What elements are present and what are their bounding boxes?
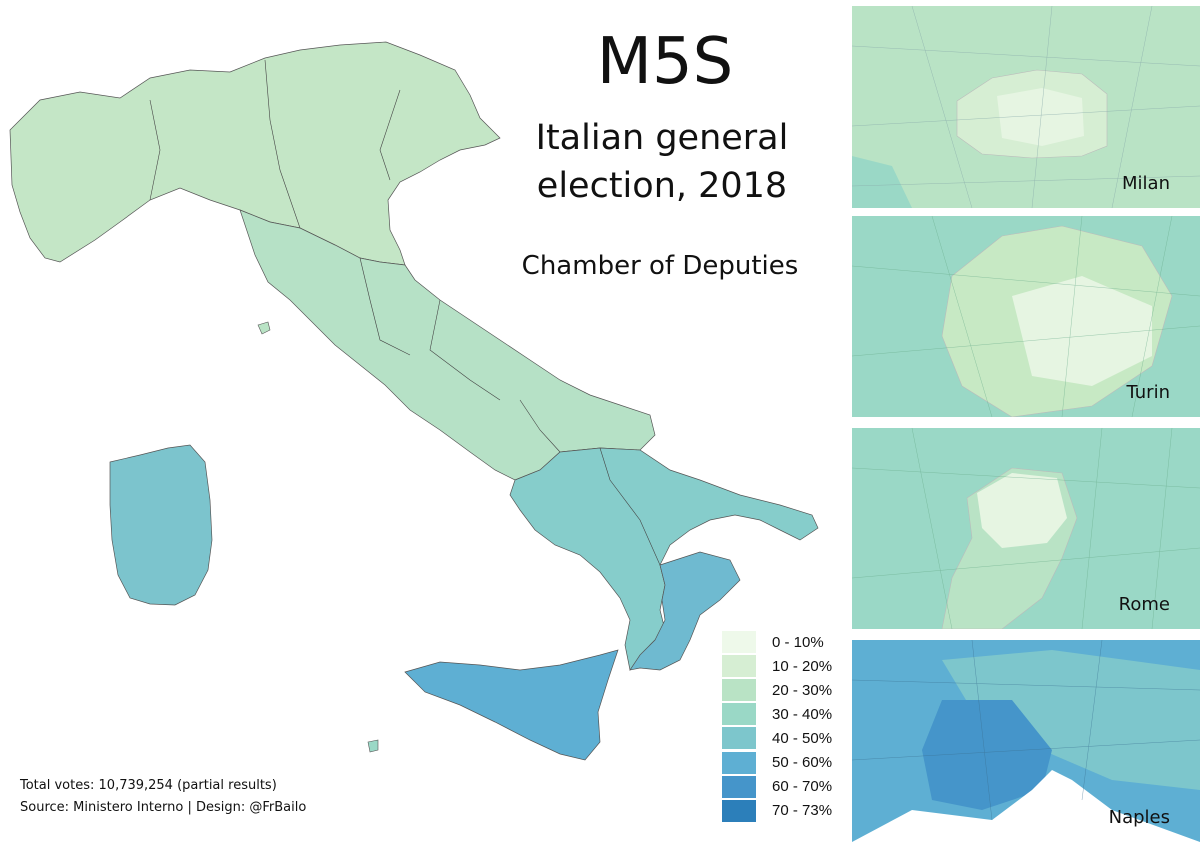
legend-item: 0 - 10% bbox=[722, 630, 842, 654]
inset-core-area bbox=[942, 650, 1200, 790]
inset-boundary-lines bbox=[852, 6, 1200, 208]
inset-boundary-lines bbox=[852, 640, 1200, 821]
subtitle-line-1: Italian general bbox=[535, 118, 789, 158]
legend-swatch bbox=[722, 631, 756, 654]
inset-milan: Milan bbox=[852, 6, 1200, 208]
italy-map-svg bbox=[9, 41, 819, 761]
inset-sea-area bbox=[852, 770, 1200, 842]
inset-label-milan: Milan bbox=[1122, 173, 1170, 194]
inset-bordering-area bbox=[852, 156, 912, 208]
legend-swatch bbox=[722, 727, 756, 750]
legend-label: 20 - 30% bbox=[772, 681, 833, 699]
calabria-region bbox=[629, 551, 741, 671]
legend-swatch bbox=[722, 679, 756, 702]
legend-item: 20 - 30% bbox=[722, 678, 842, 702]
sicily-island bbox=[404, 649, 619, 761]
sardinia-island bbox=[109, 444, 213, 606]
inset-turin: Turin bbox=[852, 216, 1200, 417]
inset-rome: Rome bbox=[852, 428, 1200, 629]
north-italy-region bbox=[9, 41, 501, 266]
inset-city-area bbox=[922, 700, 1052, 810]
legend-label: 40 - 50% bbox=[772, 729, 833, 747]
chamber-label: Chamber of Deputies bbox=[521, 251, 799, 281]
legend-label: 70 - 73% bbox=[772, 802, 833, 820]
sicily-minor-island bbox=[367, 739, 379, 753]
legend-item: 10 - 20% bbox=[722, 654, 842, 678]
legend-swatch bbox=[722, 799, 756, 822]
central-italy-region bbox=[239, 209, 656, 481]
inset-naples: Naples bbox=[852, 640, 1200, 842]
legend-swatch bbox=[722, 655, 756, 678]
legend-item: 70 - 73% bbox=[722, 799, 842, 823]
inset-label-naples: Naples bbox=[1108, 807, 1170, 828]
italy-map bbox=[9, 41, 819, 761]
legend-item: 40 - 50% bbox=[722, 726, 842, 750]
legend-item: 30 - 40% bbox=[722, 702, 842, 726]
subtitle-line-2: election, 2018 bbox=[536, 166, 788, 206]
map-title: M5S bbox=[596, 25, 734, 99]
south-italy-region bbox=[509, 447, 819, 671]
legend-item: 60 - 70% bbox=[722, 775, 842, 799]
legend-label: 30 - 40% bbox=[772, 705, 833, 723]
legend-item: 50 - 60% bbox=[722, 750, 842, 774]
regional-borders bbox=[149, 59, 661, 566]
inset-boundary-lines bbox=[852, 428, 1200, 629]
inset-turin-map bbox=[852, 216, 1200, 417]
legend-swatch bbox=[722, 775, 756, 798]
total-votes-note: Total votes: 10,739,254 (partial results… bbox=[20, 778, 277, 793]
legend-label: 10 - 20% bbox=[772, 657, 833, 675]
inset-core-area bbox=[1012, 276, 1152, 386]
legend-label: 0 - 10% bbox=[772, 633, 824, 651]
legend-label: 60 - 70% bbox=[772, 778, 833, 796]
inset-milan-map bbox=[852, 6, 1200, 208]
legend-swatch bbox=[722, 751, 756, 774]
inset-boundary-lines bbox=[852, 216, 1200, 417]
map-subtitle: Italian general election, 2018 bbox=[512, 114, 812, 210]
legend: 0 - 10% 10 - 20% 20 - 30% 30 - 40% 40 - … bbox=[722, 630, 842, 823]
inset-core-area bbox=[997, 88, 1084, 146]
source-credit: Source: Ministero Interno | Design: @FrB… bbox=[20, 800, 307, 815]
inset-label-turin: Turin bbox=[1126, 382, 1170, 403]
inset-naples-map bbox=[852, 640, 1200, 842]
inset-rome-map bbox=[852, 428, 1200, 629]
inset-core-area bbox=[977, 473, 1067, 548]
elba-island bbox=[257, 321, 271, 335]
legend-swatch bbox=[722, 703, 756, 726]
mainland-italy bbox=[9, 41, 819, 671]
legend-label: 50 - 60% bbox=[772, 754, 833, 772]
inset-label-rome: Rome bbox=[1118, 594, 1170, 615]
